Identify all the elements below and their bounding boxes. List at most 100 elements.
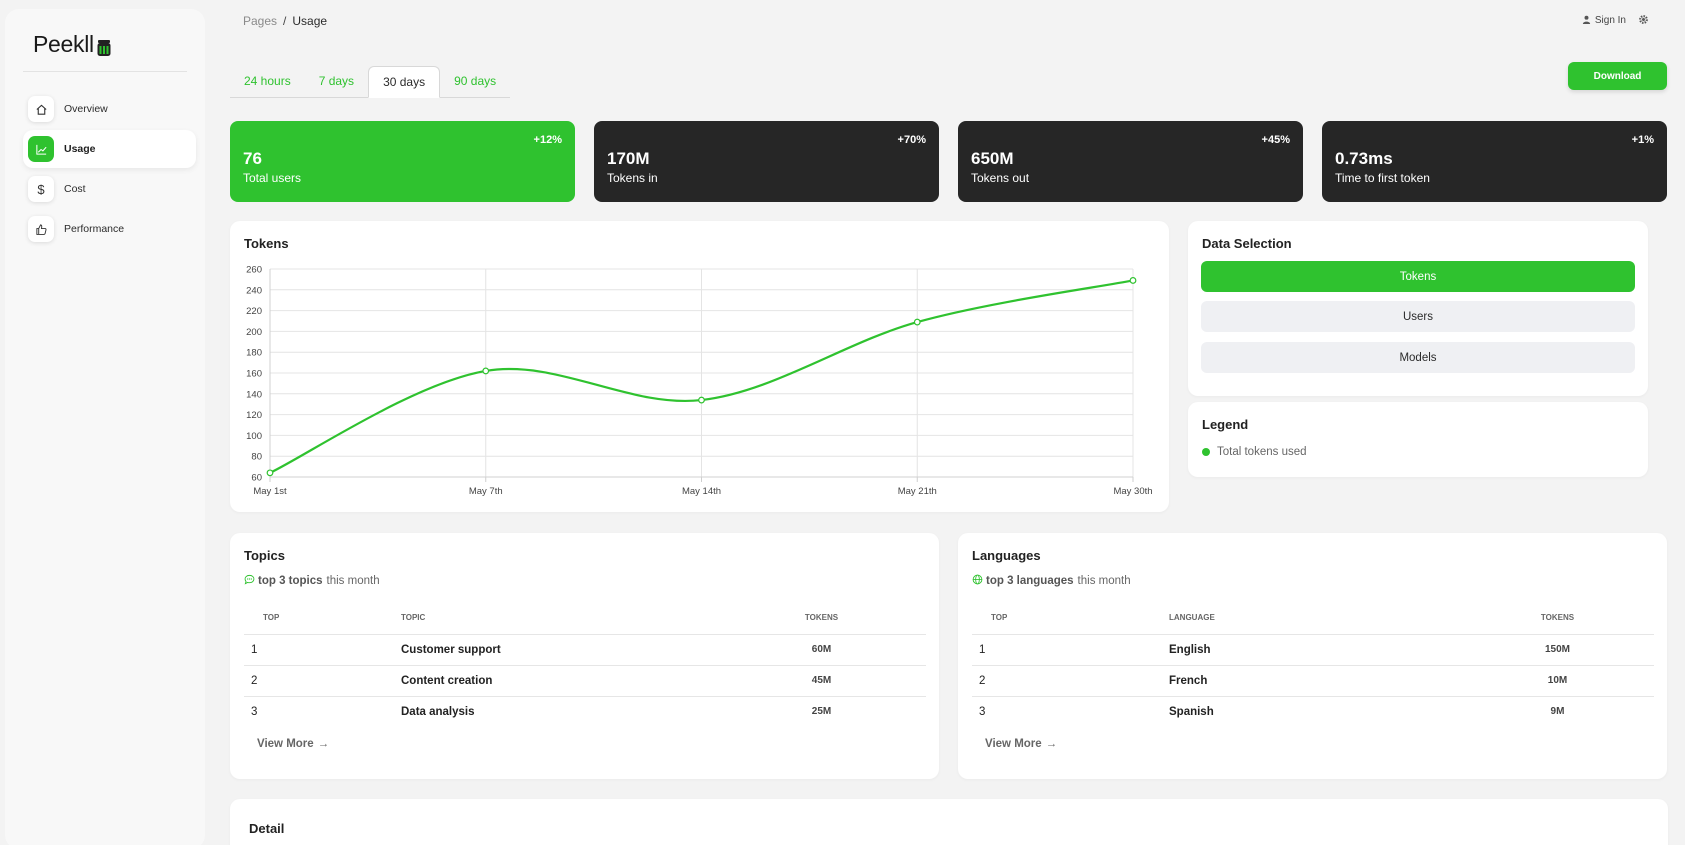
sidebar-item-performance[interactable]: Performance: [23, 210, 196, 248]
tokens-chart-card: Tokens 60 80 100 120 140 160 180 200 220 240 260 Ma…: [230, 221, 1169, 512]
sidebar-item-usage[interactable]: Usage: [23, 130, 196, 168]
legend-label: Total tokens used: [1217, 446, 1307, 458]
jar-logo-icon: [97, 36, 111, 56]
language-cell: English: [1169, 634, 1461, 666]
tab-7-days[interactable]: 7 days: [318, 74, 355, 88]
column-header-top: Top: [244, 602, 401, 635]
data-point: [1129, 277, 1137, 284]
sidebar-item-label: Performance: [64, 223, 125, 235]
breadcrumb: Pages / Usage: [243, 14, 327, 28]
chat-bubble-icon: [244, 574, 255, 588]
languages-view-more-link[interactable]: View More →: [985, 738, 1057, 750]
x-tick-label: May 1st: [253, 486, 287, 497]
detail-card: Detail: [230, 799, 1668, 845]
arrow-right-icon: →: [1045, 738, 1058, 750]
data-point: [913, 318, 921, 326]
x-tick-label: May 7th: [469, 486, 503, 497]
view-more-label: View More: [257, 738, 314, 750]
topics-table: Top Topic Tokens 1 Customer support 60M …: [244, 602, 926, 727]
home-icon: [28, 96, 54, 122]
tokens-cell: 9M: [1550, 706, 1565, 718]
topics-sub-rest: this month: [326, 575, 380, 587]
legend-card: Legend Total tokens used: [1188, 402, 1648, 477]
data-selection-tokens-button[interactable]: Tokens: [1201, 261, 1635, 292]
data-selection-users-button[interactable]: Users: [1201, 301, 1635, 332]
rank-cell: 1: [244, 634, 401, 666]
header-actions: Sign In: [1582, 13, 1649, 28]
rank-cell: 2: [244, 665, 401, 697]
gear-icon[interactable]: [1638, 13, 1649, 28]
stat-delta: +45%: [1261, 134, 1290, 146]
stat-label: Tokens in: [607, 171, 658, 185]
sign-in-link[interactable]: Sign In: [1594, 15, 1626, 26]
user-icon: [1582, 15, 1591, 27]
sidebar: Peekll Overview Usage $ Cos: [5, 9, 205, 845]
tab-30-days[interactable]: 30 days: [368, 66, 441, 98]
languages-sub-bold: top 3 languages: [986, 575, 1074, 587]
breadcrumb-pages[interactable]: Pages: [243, 14, 278, 28]
languages-subtitle: top 3 languages this month: [972, 574, 1131, 588]
breadcrumb-current: Usage: [292, 14, 328, 28]
languages-card: Languages top 3 languages this month Top…: [958, 533, 1667, 779]
stat-label: Total users: [243, 171, 302, 185]
sidebar-item-overview[interactable]: Overview: [23, 90, 196, 128]
topics-view-more-link[interactable]: View More →: [257, 738, 329, 750]
data-point: [266, 469, 274, 477]
legend-dot: [1202, 448, 1210, 456]
topics-title: Topics: [244, 548, 285, 563]
tokens-cell: 25M: [811, 706, 832, 718]
sidebar-nav: Overview Usage $ Cost Performance: [23, 90, 196, 250]
table-row[interactable]: 3 Spanish 9M: [972, 696, 1654, 727]
table-row[interactable]: 1 English 150M: [972, 634, 1654, 666]
tab-90-days[interactable]: 90 days: [454, 74, 497, 88]
sidebar-item-label: Usage: [64, 143, 96, 155]
table-row[interactable]: 2 Content creation 45M: [244, 665, 926, 697]
language-cell: French: [1169, 665, 1461, 697]
column-header-topic: Topic: [401, 602, 717, 635]
chart-icon: [28, 136, 54, 162]
stat-value: 170M: [607, 149, 650, 168]
data-point: [482, 367, 490, 375]
rank-cell: 3: [979, 705, 986, 718]
stat-card-tokens-out: +45% 650M Tokens out: [958, 121, 1303, 202]
x-tick-label: May 14th: [682, 486, 721, 497]
y-tick-label: 160: [246, 369, 262, 380]
y-tick-label: 200: [246, 327, 262, 338]
table-row[interactable]: 1 Customer support 60M: [244, 634, 926, 666]
stat-delta: +70%: [897, 134, 926, 146]
table-header-row: Top Topic Tokens: [244, 602, 926, 635]
stat-value: 650M: [971, 149, 1014, 168]
languages-table: Top Language Tokens 1 English 150M 2 Fre…: [972, 602, 1654, 727]
view-more-label: View More: [985, 738, 1042, 750]
legend-title: Legend: [1202, 417, 1249, 432]
sidebar-divider: [23, 71, 187, 72]
topic-cell: Data analysis: [401, 705, 475, 718]
languages-title: Languages: [972, 548, 1041, 563]
data-selection-card: Data Selection Tokens Users Models: [1188, 221, 1648, 396]
data-selection-models-button[interactable]: Models: [1201, 342, 1635, 373]
column-header-language: Language: [1169, 602, 1461, 635]
table-row[interactable]: 2 French 10M: [972, 665, 1654, 697]
y-tick-label: 80: [251, 452, 262, 463]
stat-card-tokens-in: +70% 170M Tokens in: [594, 121, 939, 202]
table-row[interactable]: 3 Data analysis 25M: [244, 696, 926, 727]
download-button[interactable]: Download: [1568, 62, 1667, 90]
topics-subtitle: top 3 topics this month: [244, 574, 380, 588]
language-cell: Spanish: [1169, 705, 1214, 718]
brand-logo[interactable]: Peekll: [33, 31, 111, 58]
tokens-cell: 150M: [1461, 634, 1654, 666]
sidebar-item-cost[interactable]: $ Cost: [23, 170, 196, 208]
tab-24-hours[interactable]: 24 hours: [244, 74, 291, 88]
stat-value: 76: [243, 149, 262, 168]
stat-value: 0.73ms: [1335, 149, 1393, 168]
thumb-icon: [28, 216, 54, 242]
topic-cell: Content creation: [401, 665, 717, 697]
tokens-cell: 45M: [717, 665, 926, 697]
stat-delta: +12%: [533, 134, 562, 146]
column-header-top: Top: [972, 602, 1169, 635]
brand-name: Peekll: [33, 31, 94, 57]
languages-sub-rest: this month: [1077, 575, 1131, 587]
breadcrumb-separator: /: [283, 14, 287, 28]
y-tick-label: 260: [246, 265, 262, 276]
data-point: [698, 396, 705, 404]
